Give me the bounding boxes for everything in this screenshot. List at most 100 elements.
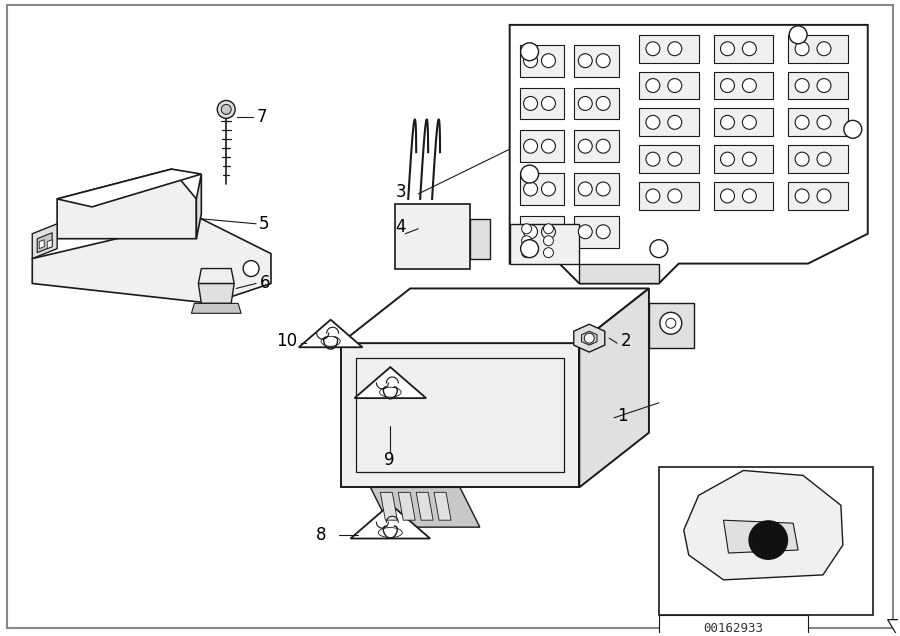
Polygon shape	[580, 263, 659, 284]
Circle shape	[817, 189, 831, 203]
Polygon shape	[192, 303, 241, 314]
Circle shape	[579, 97, 592, 111]
Circle shape	[817, 79, 831, 92]
Polygon shape	[299, 320, 363, 347]
Circle shape	[742, 152, 756, 166]
Circle shape	[544, 224, 554, 234]
Circle shape	[789, 26, 807, 44]
Circle shape	[542, 97, 555, 111]
Circle shape	[579, 225, 592, 238]
Circle shape	[596, 53, 610, 67]
Circle shape	[668, 189, 681, 203]
Polygon shape	[356, 358, 564, 473]
Text: 9: 9	[384, 450, 395, 469]
Text: 2: 2	[621, 332, 632, 350]
Circle shape	[721, 115, 734, 129]
Polygon shape	[399, 492, 415, 520]
Circle shape	[544, 247, 554, 258]
Circle shape	[795, 115, 809, 129]
Circle shape	[666, 318, 676, 328]
Circle shape	[817, 152, 831, 166]
Polygon shape	[714, 182, 773, 210]
Circle shape	[749, 520, 788, 560]
Circle shape	[524, 139, 537, 153]
Circle shape	[596, 139, 610, 153]
Circle shape	[596, 97, 610, 111]
Circle shape	[596, 182, 610, 196]
Circle shape	[817, 42, 831, 56]
Circle shape	[844, 120, 862, 138]
Circle shape	[721, 189, 734, 203]
Polygon shape	[581, 331, 597, 345]
Polygon shape	[580, 289, 649, 487]
Circle shape	[795, 152, 809, 166]
Circle shape	[742, 42, 756, 56]
Polygon shape	[574, 88, 619, 120]
Circle shape	[542, 139, 555, 153]
Polygon shape	[470, 219, 490, 259]
Text: 1: 1	[617, 407, 627, 425]
Polygon shape	[434, 492, 451, 520]
Ellipse shape	[321, 336, 340, 346]
Circle shape	[646, 79, 660, 92]
Circle shape	[524, 225, 537, 238]
Polygon shape	[350, 504, 430, 539]
Polygon shape	[639, 35, 698, 63]
Circle shape	[542, 225, 555, 238]
Polygon shape	[788, 35, 848, 63]
Ellipse shape	[378, 528, 402, 537]
Polygon shape	[649, 303, 694, 348]
Polygon shape	[714, 35, 773, 63]
Circle shape	[584, 333, 594, 343]
Polygon shape	[340, 289, 649, 343]
Polygon shape	[519, 130, 564, 162]
Circle shape	[646, 152, 660, 166]
Polygon shape	[574, 130, 619, 162]
Ellipse shape	[380, 387, 401, 397]
Polygon shape	[714, 72, 773, 99]
Polygon shape	[371, 487, 480, 527]
Polygon shape	[639, 182, 698, 210]
Text: 10: 10	[276, 332, 297, 350]
Circle shape	[542, 182, 555, 196]
Polygon shape	[198, 268, 234, 284]
Circle shape	[217, 100, 235, 118]
Polygon shape	[788, 145, 848, 173]
Polygon shape	[574, 216, 619, 247]
Polygon shape	[519, 216, 564, 247]
Circle shape	[520, 43, 538, 60]
Circle shape	[668, 42, 681, 56]
Polygon shape	[57, 169, 202, 207]
Text: 3: 3	[395, 183, 406, 201]
Circle shape	[742, 115, 756, 129]
Text: 6: 6	[260, 275, 271, 293]
Circle shape	[721, 79, 734, 92]
Polygon shape	[198, 284, 234, 303]
Circle shape	[522, 247, 532, 258]
Circle shape	[650, 240, 668, 258]
Polygon shape	[196, 174, 202, 238]
Polygon shape	[37, 233, 52, 252]
Polygon shape	[714, 108, 773, 136]
Circle shape	[646, 115, 660, 129]
Polygon shape	[519, 45, 564, 76]
Text: 4: 4	[395, 218, 406, 236]
Circle shape	[668, 79, 681, 92]
Polygon shape	[714, 145, 773, 173]
Polygon shape	[395, 204, 470, 268]
Circle shape	[243, 261, 259, 277]
Polygon shape	[519, 173, 564, 205]
Circle shape	[795, 42, 809, 56]
Circle shape	[524, 97, 537, 111]
Circle shape	[721, 42, 734, 56]
Polygon shape	[788, 72, 848, 99]
Text: 5: 5	[259, 215, 269, 233]
Bar	[659, 614, 808, 636]
Polygon shape	[32, 224, 57, 259]
Circle shape	[524, 53, 537, 67]
Text: 7: 7	[257, 108, 267, 127]
Circle shape	[520, 240, 538, 258]
Polygon shape	[416, 492, 433, 520]
Polygon shape	[574, 173, 619, 205]
Polygon shape	[509, 25, 868, 284]
